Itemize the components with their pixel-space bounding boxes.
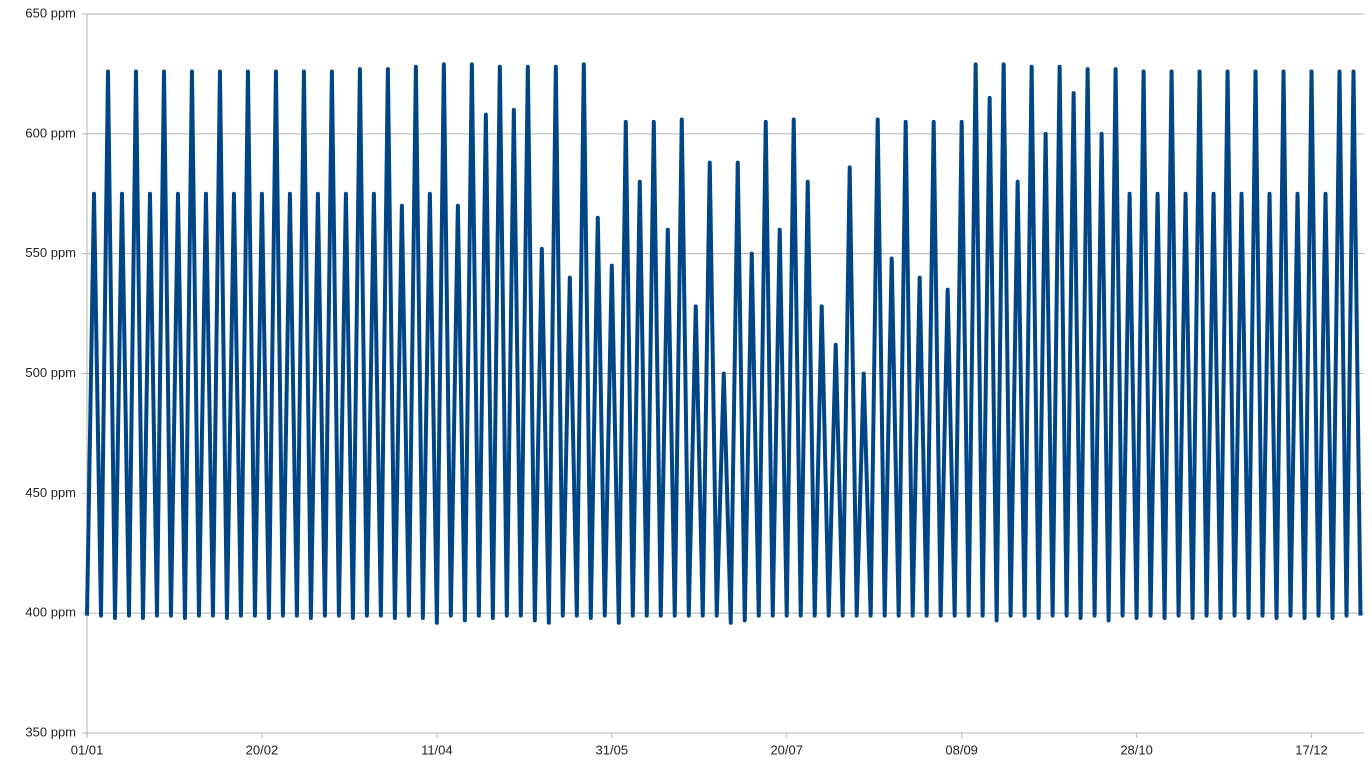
- x-tick-label: 08/09: [945, 742, 978, 757]
- x-tick-label: 28/10: [1120, 742, 1153, 757]
- x-tick-label: 31/05: [596, 742, 629, 757]
- y-tick-label: 500 ppm: [25, 365, 76, 380]
- series-line: [85, 62, 1363, 625]
- x-tick-label: 17/12: [1295, 742, 1328, 757]
- x-tick-label: 20/07: [770, 742, 803, 757]
- x-tick-label: 01/01: [71, 742, 104, 757]
- y-tick-label: 650 ppm: [25, 5, 76, 20]
- y-tick-label: 600 ppm: [25, 125, 76, 140]
- y-tick-label: 550 ppm: [25, 245, 76, 260]
- y-tick-label: 400 ppm: [25, 605, 76, 620]
- y-tick-label: 350 ppm: [25, 724, 76, 739]
- x-tick-label: 20/02: [246, 742, 279, 757]
- x-tick-label: 11/04: [421, 742, 453, 757]
- y-tick-label: 450 ppm: [25, 485, 76, 500]
